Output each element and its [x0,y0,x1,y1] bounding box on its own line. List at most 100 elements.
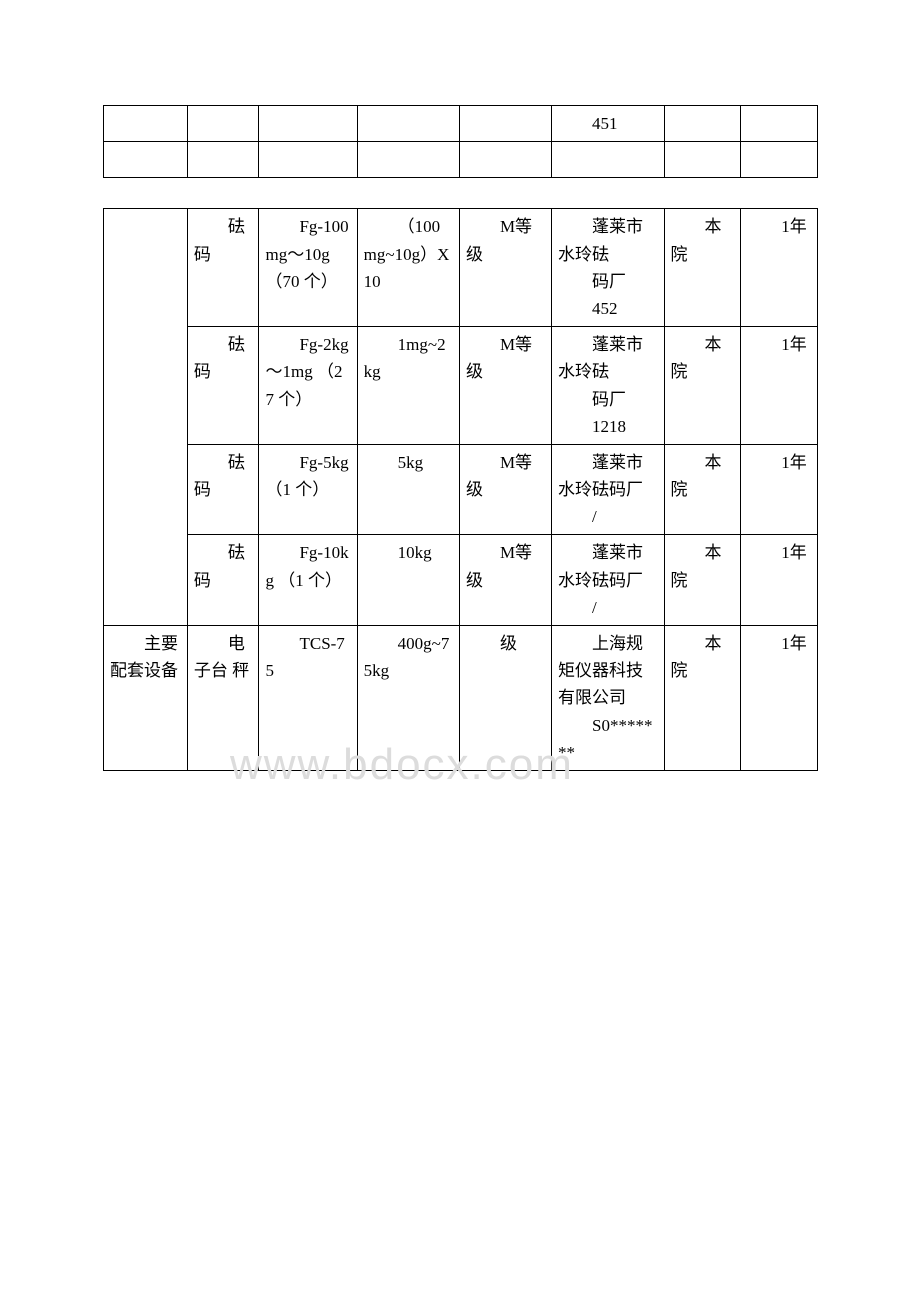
cell-period: 1年 [741,209,818,327]
cell-text: 1年 [747,539,811,566]
cell-text: 码厂 [558,386,658,413]
cell-text: M等级 [466,213,545,267]
cell-text: S0******* [558,712,658,766]
cell-text: 码厂 [558,268,658,295]
cell-text: （100mg~10g）X 10 [364,213,453,295]
cell-text: 452 [558,295,658,322]
cell-text: 本院 [671,449,735,503]
cell-spec: （100mg~10g）X 10 [357,209,459,327]
cell-maker: 蓬莱市水玲砝 码厂 1218 [552,327,665,445]
cell-location: 本院 [664,209,741,327]
cell-grade: M等级 [459,327,551,445]
cell-maker: 蓬莱市水玲砝码厂 / [552,535,665,626]
cell-text: 蓬莱市水玲砝 [558,331,658,385]
cell-empty [259,106,357,142]
cell-period: 1年 [741,327,818,445]
table-row: 砝码 Fg-10kg （1 个） 10kg M等级 蓬莱市水玲砝码厂 / 本院 … [104,535,818,626]
cell-spec: 5kg [357,444,459,535]
cell-text: 451 [558,110,658,137]
page-container: www.bdocx.com 451 [0,105,920,771]
cell-grade: M等级 [459,535,551,626]
cell-location: 本院 [664,535,741,626]
cell-grade: M等级 [459,444,551,535]
cell-text: Fg-100mg～10g （70 个） [265,213,350,295]
cell-text: 砝码 [194,213,253,267]
cell-empty [552,142,665,178]
cell-model: Fg-10kg （1 个） [259,535,357,626]
cell-text: 400g~75kg [364,630,453,684]
top-fragment-table: 451 [103,105,818,178]
cell-text: Fg-2kg～1mg （27 个） [265,331,350,413]
cell-empty [664,106,741,142]
cell-name: 砝码 [187,535,259,626]
cell-empty [664,142,741,178]
cell-text: TCS-75 [265,630,350,684]
cell-text: 砝码 [194,449,253,503]
cell-name: 砝码 [187,209,259,327]
cell-text: / [558,594,658,621]
cell-period: 1年 [741,444,818,535]
cell-name: 电子台 秤 [187,626,259,771]
cell-empty [187,106,259,142]
cell-text: 1年 [747,449,811,476]
cell-name: 砝码 [187,327,259,445]
cell-grade: M等级 [459,209,551,327]
cell-spec: 1mg~2kg [357,327,459,445]
cell-maker: 蓬莱市水玲砝 码厂 452 [552,209,665,327]
cell-text: 主要配套设备 [110,630,181,684]
cell-text: 1年 [747,331,811,358]
cell-empty [357,142,459,178]
cell-text: 砝码 [194,539,253,593]
cell-text: 1mg~2kg [364,331,453,385]
cell-text: 1年 [747,630,811,657]
table-row: 砝码 Fg-2kg～1mg （27 个） 1mg~2kg M等级 蓬莱市水玲砝 … [104,327,818,445]
cell-text: 蓬莱市水玲砝码厂 [558,449,658,503]
cell-grade: 级 [459,626,551,771]
cell-empty [187,142,259,178]
cell-value: 451 [552,106,665,142]
cell-maker: 蓬莱市水玲砝码厂 / [552,444,665,535]
cell-text: 蓬莱市水玲砝 [558,213,658,267]
cell-text: M等级 [466,331,545,385]
cell-group-label: 主要配套设备 [104,626,188,771]
cell-text: 本院 [671,539,735,593]
cell-name: 砝码 [187,444,259,535]
cell-empty [741,142,818,178]
cell-location: 本院 [664,327,741,445]
cell-text: M等级 [466,539,545,593]
cell-text: M等级 [466,449,545,503]
main-equipment-table: 砝码 Fg-100mg～10g （70 个） （100mg~10g）X 10 M… [103,208,818,771]
cell-text: 10kg [364,539,453,566]
table-row [104,142,818,178]
cell-empty [357,106,459,142]
table-row: 451 [104,106,818,142]
cell-location: 本院 [664,444,741,535]
cell-text: 本院 [671,213,735,267]
table-row: 主要配套设备 电子台 秤 TCS-75 400g~75kg 级 上海规矩仪器科技… [104,626,818,771]
cell-text: 本院 [671,331,735,385]
table-row: 砝码 Fg-5kg （1 个） 5kg M等级 蓬莱市水玲砝码厂 / 本院 1年 [104,444,818,535]
cell-text: 级 [466,630,545,657]
cell-text: / [558,503,658,530]
cell-text: 1年 [747,213,811,240]
cell-spec: 10kg [357,535,459,626]
cell-spec: 400g~75kg [357,626,459,771]
cell-text: 上海规矩仪器科技有限公司 [558,630,658,712]
cell-text: 砝码 [194,331,253,385]
cell-text: Fg-5kg （1 个） [265,449,350,503]
cell-empty [104,106,188,142]
cell-empty [259,142,357,178]
cell-empty [459,106,551,142]
cell-model: TCS-75 [259,626,357,771]
cell-period: 1年 [741,535,818,626]
cell-text: 蓬莱市水玲砝码厂 [558,539,658,593]
cell-text: 5kg [364,449,453,476]
cell-model: Fg-100mg～10g （70 个） [259,209,357,327]
cell-text: 本院 [671,630,735,684]
cell-location: 本院 [664,626,741,771]
table-row: 砝码 Fg-100mg～10g （70 个） （100mg~10g）X 10 M… [104,209,818,327]
cell-text: 电子台 秤 [194,630,253,684]
cell-empty [104,142,188,178]
cell-text: 1218 [558,413,658,440]
cell-empty [741,106,818,142]
